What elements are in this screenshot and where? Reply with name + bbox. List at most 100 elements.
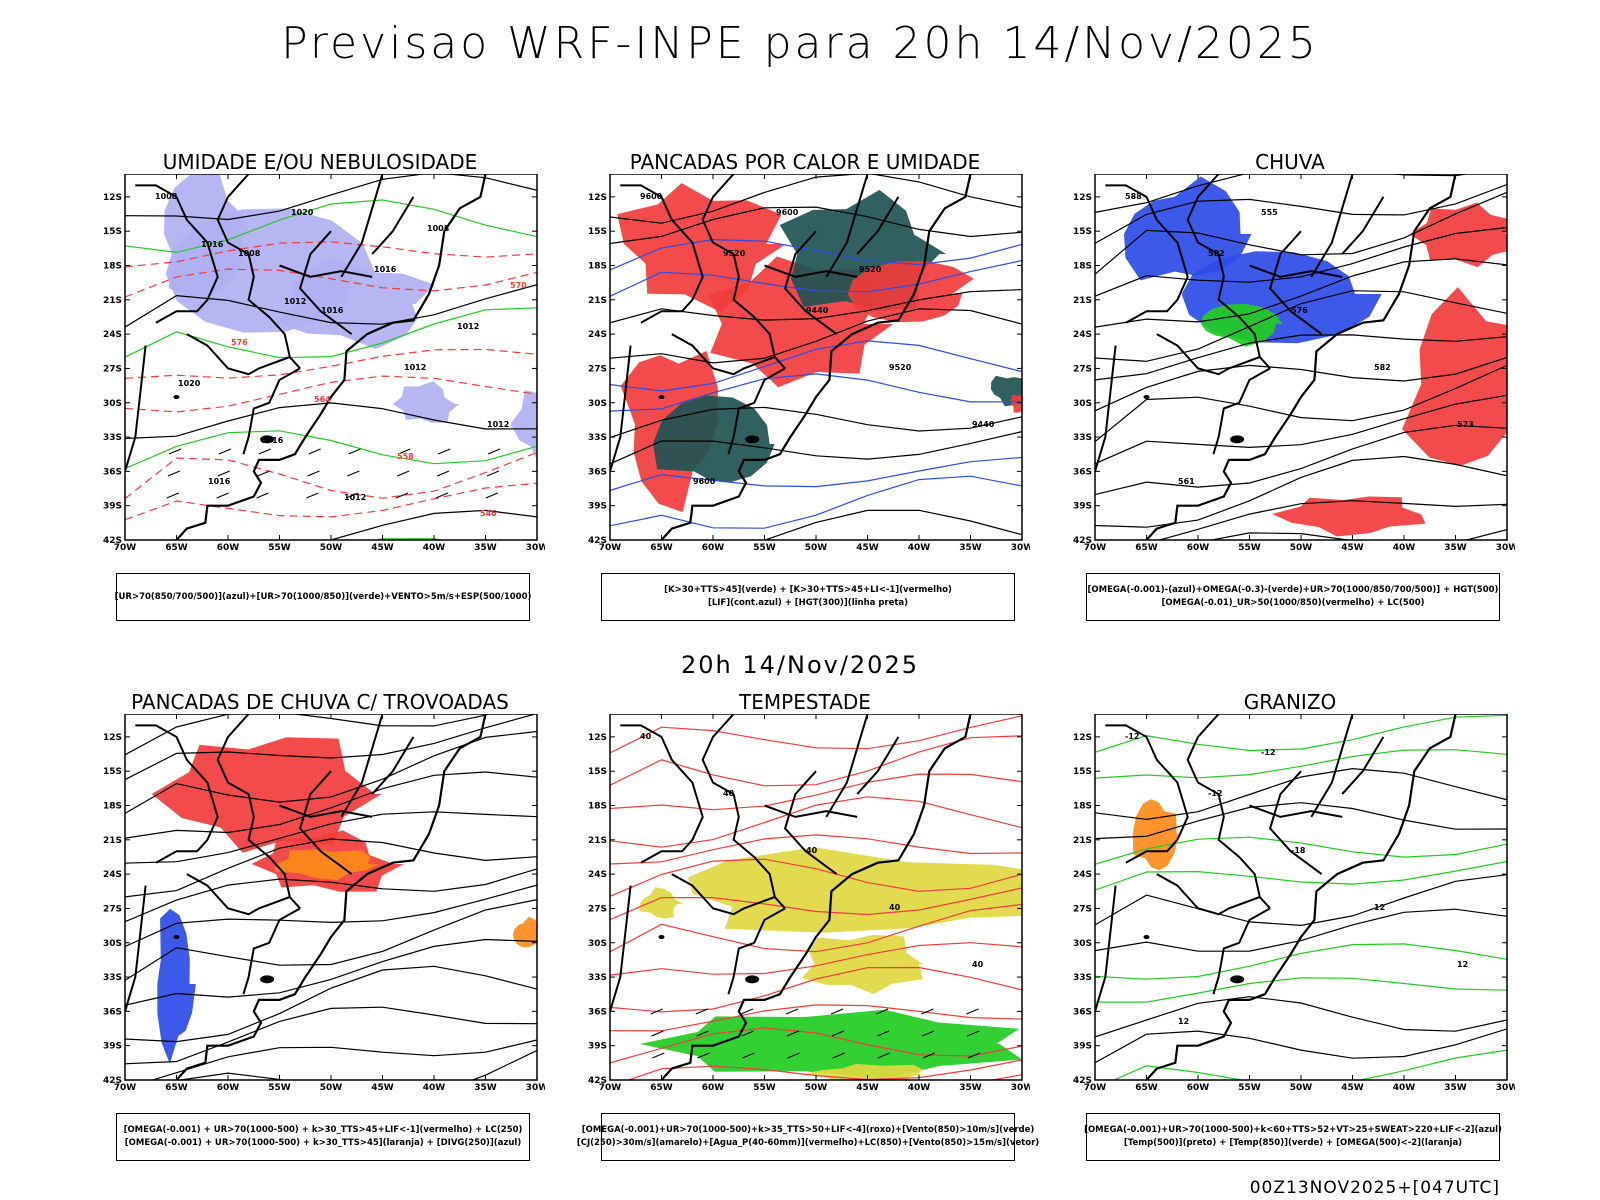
lon-label: 40W: [908, 543, 931, 553]
contour-line: [125, 451, 537, 500]
state-border: [1310, 174, 1354, 278]
state-border: [135, 724, 219, 864]
lake: [658, 935, 665, 940]
lon-label: 50W: [805, 543, 828, 553]
lon-label: 55W: [268, 1083, 291, 1093]
forecast-map: 588 582 576 582 573 561 555 12S 15S 18S 21S 24S 27S 3…: [1073, 174, 1515, 553]
state-border: [856, 196, 900, 255]
lon-label: 30W: [1011, 1083, 1030, 1093]
contour-label: -12: [1208, 789, 1222, 798]
lat-label: 30S: [103, 399, 122, 409]
contour-line: [125, 868, 537, 923]
lat-label: 36S: [103, 1007, 122, 1017]
state-border: [1095, 885, 1117, 1012]
lat-label: 42S: [103, 1076, 122, 1086]
lat-label: 24S: [103, 330, 122, 340]
wind-vector: [257, 470, 270, 477]
contour-label: 1020: [178, 379, 201, 388]
lat-label: 33S: [1073, 973, 1092, 983]
contour-line: [125, 714, 537, 781]
wind-vector: [921, 1030, 935, 1037]
lat-label: 21S: [588, 296, 607, 306]
state-border: [783, 770, 838, 875]
map-background: [1095, 714, 1507, 1080]
wind-vector: [397, 470, 410, 477]
lon-label: 45W: [856, 1083, 879, 1093]
main-title: Previsao WRF-INPE para 20h 14/Nov/2025: [281, 18, 1319, 69]
state-border: [279, 264, 373, 278]
lat-label: 27S: [103, 364, 122, 374]
lat-label: 15S: [103, 227, 122, 237]
contour-label: 1012: [487, 420, 509, 429]
contour-line: [176, 1049, 537, 1080]
state-border: [340, 714, 384, 818]
wind-vector: [785, 1008, 799, 1015]
contour-label: 40: [806, 846, 818, 855]
lon-label: 60W: [217, 1083, 240, 1093]
state-border: [764, 264, 858, 278]
legend-line: [CJ(250)>30m/s](amarelo)+[Agua_P(40-60mm…: [576, 1138, 1040, 1148]
state-border: [701, 174, 786, 370]
shaded-field: [274, 849, 380, 881]
state-border: [186, 873, 291, 916]
contour-line: [1095, 424, 1507, 496]
state-border: [1212, 367, 1271, 455]
contour-line: [610, 966, 1022, 1013]
lat-label: 36S: [103, 467, 122, 477]
contour-label: 1008: [155, 192, 178, 201]
wind-vector: [742, 1052, 755, 1059]
contour-line: [610, 456, 1022, 491]
wind-vector: [256, 492, 269, 499]
contour-label: 12: [1374, 903, 1385, 912]
wind-vector: [435, 492, 449, 499]
contour-line: [1095, 836, 1507, 865]
lon-label: 65W: [165, 543, 188, 553]
contour-label: -18: [1291, 846, 1306, 855]
contour-line: [610, 942, 1022, 976]
contour-line: [327, 509, 537, 540]
state-border: [216, 714, 301, 910]
wind-vector: [258, 448, 271, 455]
coastline: [1145, 174, 1457, 540]
lon-label: 35W: [474, 1083, 497, 1093]
lat-label: 15S: [588, 767, 607, 777]
contour-label: 1016: [201, 240, 224, 249]
state-border: [825, 714, 869, 818]
contour-line: [1157, 500, 1507, 540]
state-border: [371, 736, 415, 795]
lon-label: 70W: [599, 1083, 622, 1093]
panel-pancadas-trovoadas: PANCADAS DE CHUVA C/ TROVOADAS 12S 15S 18S 2…: [85, 690, 555, 1180]
lat-label: 39S: [103, 502, 122, 512]
contour-line: [1095, 356, 1507, 412]
panel-pancadas-calor: PANCADAS POR CALOR E UMIDADE 9600 9520 9440…: [570, 150, 1040, 640]
shaded-field: [847, 260, 974, 323]
contour-line: [1095, 860, 1507, 891]
shaded-field: [1402, 287, 1507, 466]
legend-line: [K>30+TTS>45](verde) + [K>30+TTS>45+LI<-…: [664, 585, 952, 595]
state-border: [216, 174, 301, 370]
wind-vector: [485, 492, 498, 499]
map-layers: 1008 1008 1016 1012 1012 1016 1020 1016 1012 1020…: [125, 174, 537, 540]
lon-label: 65W: [165, 1083, 188, 1093]
wind-vector: [436, 470, 450, 477]
lat-label: 21S: [103, 296, 122, 306]
state-border: [279, 804, 373, 818]
wind-vector: [967, 1030, 980, 1037]
coastline: [1145, 714, 1457, 1080]
wind-vector: [787, 1052, 800, 1059]
lon-label: 45W: [371, 543, 394, 553]
lon-label: 50W: [1290, 543, 1313, 553]
state-border: [242, 907, 301, 995]
wind-vector: [651, 1030, 664, 1037]
lon-label: 45W: [371, 1083, 394, 1093]
contour-line: [1095, 714, 1507, 753]
state-border: [242, 367, 301, 455]
lon-label: 55W: [1238, 1083, 1261, 1093]
lake: [1143, 395, 1150, 400]
lat-label: 39S: [1073, 502, 1092, 512]
contour-label: -12: [1261, 748, 1275, 757]
wind-vector: [166, 492, 179, 499]
contour-line: [610, 308, 1022, 364]
contour-label: 576: [1291, 306, 1308, 315]
panel-granizo: GRANIZO -12 -12 -18 12 12 12 -12 12S 15S 18S 21S 24S…: [1055, 690, 1525, 1180]
